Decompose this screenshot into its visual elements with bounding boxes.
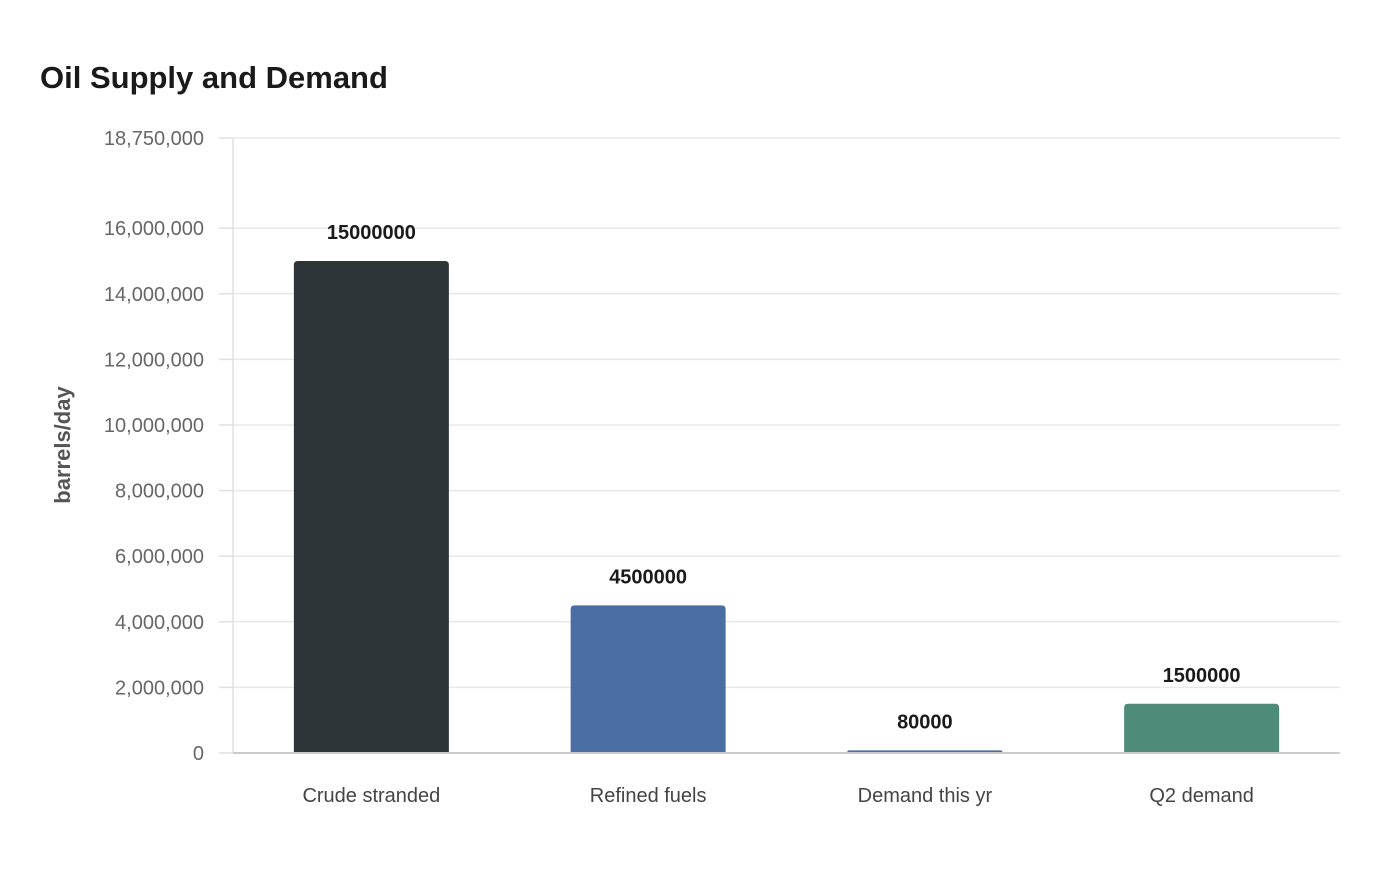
x-tick-label: Refined fuels [590, 785, 707, 807]
x-tick-label: Demand this yr [858, 785, 993, 807]
y-tick-label: 16,000,000 [104, 218, 204, 240]
y-tick-label: 2,000,000 [115, 677, 204, 699]
y-tick-label: 0 [193, 743, 204, 765]
axes [219, 137, 234, 754]
y-tick-label: 10,000,000 [104, 415, 204, 437]
y-tick-label: 12,000,000 [104, 349, 204, 371]
bar [1124, 703, 1280, 753]
y-axis-title: barrels/day [50, 386, 75, 504]
data-label: 15000000 [327, 222, 416, 244]
x-tick-label: Q2 demand [1149, 785, 1254, 807]
y-tick-label: 4,000,000 [115, 612, 204, 634]
y-tick-label: 6,000,000 [115, 546, 204, 568]
x-tick-label: Crude stranded [302, 785, 440, 807]
bar [570, 605, 726, 753]
data-label: 4500000 [609, 566, 687, 588]
labels: 0 2,000,000 4,000,000 6,000,000 8,000,000 10,… [104, 128, 1254, 807]
y-tick-label: 8,000,000 [115, 481, 204, 503]
data-label: 1500000 [1163, 665, 1241, 687]
y-tick-label: 14,000,000 [104, 284, 204, 306]
bar [293, 261, 449, 753]
y-tick-label: 18,750,000 [104, 128, 204, 150]
data-label: 80000 [897, 711, 953, 733]
bars [233, 261, 1340, 754]
chart-title: Oil Supply and Demand [40, 60, 388, 95]
